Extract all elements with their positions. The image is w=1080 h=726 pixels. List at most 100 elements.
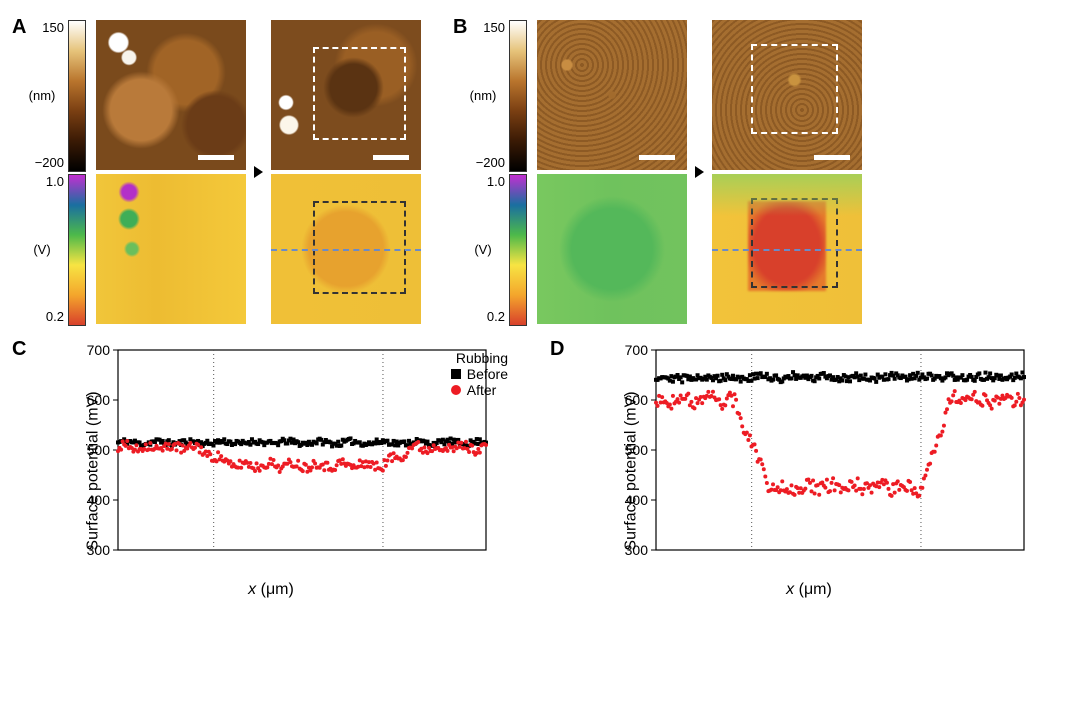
- point-after: [193, 446, 197, 450]
- point-after: [885, 481, 889, 485]
- point-before: [723, 378, 727, 382]
- point-after: [278, 470, 282, 474]
- legend-item: Before: [451, 366, 508, 382]
- height-colorbar-labels: 150 (nm) −200: [461, 20, 505, 170]
- point-after: [763, 475, 767, 479]
- point-after: [478, 451, 482, 455]
- point-after: [748, 433, 752, 437]
- potential-colorbar-gradient: [68, 174, 86, 326]
- point-after: [304, 463, 308, 467]
- potential-colorbar-labels: 1.0 (V) 0.2: [461, 174, 505, 324]
- image-pair: [537, 20, 862, 324]
- topography-after: [712, 20, 862, 170]
- point-after: [943, 411, 947, 415]
- point-after: [385, 458, 389, 462]
- point-before: [731, 374, 735, 378]
- point-after: [785, 487, 789, 491]
- point-after: [175, 448, 179, 452]
- point-after: [803, 487, 807, 491]
- point-after: [452, 449, 456, 453]
- point-after: [984, 393, 988, 397]
- point-before: [883, 372, 887, 376]
- point-after: [776, 485, 780, 489]
- point-after: [369, 465, 373, 469]
- point-after: [228, 459, 232, 463]
- point-after: [890, 494, 894, 498]
- scale-bar: [639, 155, 675, 160]
- top-row: A150 (nm) −2001.0 (V) 0.2B150 (nm) −2001…: [20, 20, 1060, 324]
- point-after: [893, 491, 897, 495]
- legend-item: After: [451, 382, 508, 398]
- point-after: [405, 451, 409, 455]
- point-after: [939, 433, 943, 437]
- point-after: [950, 399, 954, 403]
- potential-before: [537, 174, 687, 324]
- colorbars: 150 (nm) −2001.0 (V) 0.2: [461, 20, 531, 324]
- point-after: [928, 462, 932, 466]
- potential-colorbar: 1.0 (V) 0.2: [461, 174, 531, 324]
- point-after: [846, 488, 850, 492]
- panel-A: A150 (nm) −2001.0 (V) 0.2: [20, 20, 421, 324]
- point-after: [980, 404, 984, 408]
- point-after: [717, 397, 721, 401]
- point-after: [310, 465, 314, 469]
- point-after: [942, 424, 946, 428]
- cb-max: 150: [483, 20, 505, 35]
- point-after: [144, 442, 148, 446]
- point-after: [990, 407, 994, 411]
- point-after: [656, 404, 660, 408]
- point-after: [432, 443, 436, 447]
- point-before: [276, 443, 280, 447]
- scale-bar: [373, 155, 409, 160]
- point-after: [940, 430, 944, 434]
- point-after: [239, 466, 243, 470]
- point-after: [416, 440, 420, 444]
- point-after: [993, 399, 997, 403]
- topography-before: [537, 20, 687, 170]
- point-after: [188, 441, 192, 445]
- cb-min: 0.2: [46, 309, 64, 324]
- point-after: [945, 407, 949, 411]
- legend-swatch: [451, 385, 461, 395]
- roi-box: [313, 47, 406, 140]
- point-after: [725, 397, 729, 401]
- point-after: [951, 393, 955, 397]
- point-after: [877, 485, 881, 489]
- point-after: [973, 390, 977, 394]
- point-after: [765, 481, 769, 485]
- point-after: [789, 483, 793, 487]
- point-after: [381, 469, 385, 473]
- potential-colorbar: 1.0 (V) 0.2: [20, 174, 90, 324]
- point-after: [923, 473, 927, 477]
- point-after: [740, 424, 744, 428]
- point-before: [720, 373, 724, 377]
- point-after: [959, 401, 963, 405]
- point-after: [464, 440, 468, 444]
- chart-D: DSurface potential (mV)300400500600700x …: [558, 342, 1060, 599]
- point-after: [265, 465, 269, 469]
- point-after: [970, 397, 974, 401]
- panel-letter: D: [550, 338, 564, 361]
- point-before: [756, 376, 760, 380]
- scan-line: [271, 249, 421, 251]
- point-before: [680, 380, 684, 384]
- arrow-icon: [695, 166, 704, 178]
- point-after: [720, 407, 724, 411]
- point-after: [830, 481, 834, 485]
- point-after: [828, 489, 832, 493]
- point-before: [349, 436, 353, 440]
- point-after: [771, 482, 775, 486]
- point-after: [216, 450, 220, 454]
- point-after: [700, 401, 704, 405]
- point-after: [1014, 400, 1018, 404]
- potential-colorbar-labels: 1.0 (V) 0.2: [20, 174, 64, 324]
- point-after: [833, 488, 837, 492]
- point-after: [134, 443, 138, 447]
- point-after: [276, 463, 280, 467]
- point-after: [161, 449, 165, 453]
- point-before: [1022, 375, 1026, 379]
- point-after: [887, 487, 891, 491]
- point-after: [467, 450, 471, 454]
- point-after: [1022, 398, 1026, 402]
- point-after: [692, 406, 696, 410]
